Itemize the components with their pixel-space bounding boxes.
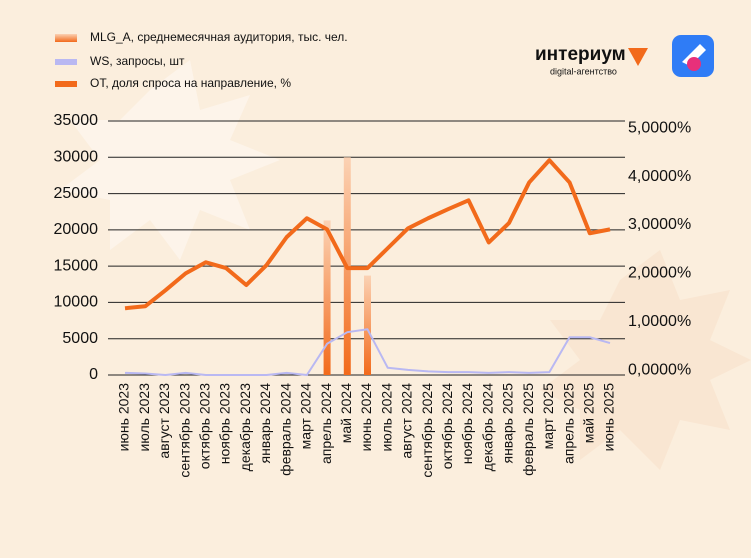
x-tick-label: ноябрь 2023: [217, 383, 233, 464]
x-tick-label: апрель 2025: [560, 383, 576, 464]
x-tick-label: август 2023: [156, 383, 172, 459]
x-tick-label: март 2025: [540, 383, 556, 450]
x-tick-label: июль 2023: [136, 383, 152, 452]
brand-name: интериум: [535, 44, 626, 65]
legend-swatch: [55, 59, 77, 65]
x-tick-label: октябрь 2023: [197, 383, 213, 469]
legend: MLG_A, среднемесячная аудитория, тыс. че…: [55, 30, 348, 90]
x-tick-label: декабрь 2024: [479, 383, 495, 472]
bar: [323, 220, 331, 375]
x-tick-label: октябрь 2024: [439, 383, 455, 469]
x-tick-label: июль 2024: [378, 383, 394, 452]
legend-swatch: [55, 81, 77, 87]
x-tick-label: ноябрь 2024: [459, 383, 475, 464]
y-tick-label: 35000: [54, 112, 99, 129]
y-tick-label: 10000: [54, 294, 99, 311]
x-tick-label: сентябрь 2023: [176, 383, 192, 478]
brand-logo: [628, 48, 648, 66]
y-tick-label: 15000: [54, 257, 99, 274]
x-tick-label: февраль 2024: [277, 383, 293, 476]
y-tick-label: 30000: [54, 149, 99, 166]
legend-swatch: [55, 34, 77, 42]
line: [124, 328, 611, 376]
y-tick-label: 20000: [54, 221, 99, 238]
x-tick-label: июнь 2025: [601, 383, 617, 452]
y2-tick-label: 0,0000%: [628, 361, 691, 378]
x-tick-label: январь 2025: [500, 383, 516, 464]
x-tick-label: июнь 2023: [116, 383, 132, 452]
y-tick-label: 0: [89, 366, 98, 383]
x-tick-label: март 2024: [298, 383, 314, 450]
legend-label: WS, запросы, шт: [90, 54, 185, 68]
y-tick-label: 25000: [54, 185, 99, 202]
y2-tick-label: 5,0000%: [628, 119, 691, 136]
y-tick-label: 5000: [62, 330, 98, 347]
x-tick-label: сентябрь 2024: [419, 383, 435, 478]
brand-tagline: digital-агентство: [550, 66, 617, 76]
y2-tick-label: 3,0000%: [628, 216, 691, 233]
line: [124, 158, 611, 311]
brand: интериум digital-агентство: [535, 35, 714, 77]
x-tick-label: август 2024: [399, 383, 415, 459]
decor: [60, 60, 280, 260]
y2-tick-label: 2,0000%: [628, 265, 691, 282]
x-tick-label: май 2024: [338, 383, 354, 443]
legend-label: MLG_A, среднемесячная аудитория, тыс. че…: [90, 30, 348, 44]
x-tick-label: февраль 2025: [520, 383, 536, 476]
legend-label: OT, доля спроса на направление, %: [90, 76, 291, 90]
app-icon-dot: [687, 57, 701, 71]
bar: [364, 275, 371, 375]
x-tick-label: июнь 2024: [358, 383, 374, 452]
x-tick-label: апрель 2024: [318, 383, 334, 464]
x-tick-label: декабрь 2023: [237, 383, 253, 472]
decor: [540, 250, 751, 470]
y2-tick-label: 4,0000%: [628, 168, 691, 185]
x-tick-label: май 2025: [580, 383, 596, 443]
x-tick-label: январь 2024: [257, 383, 273, 464]
y2-tick-label: 1,0000%: [628, 313, 691, 330]
